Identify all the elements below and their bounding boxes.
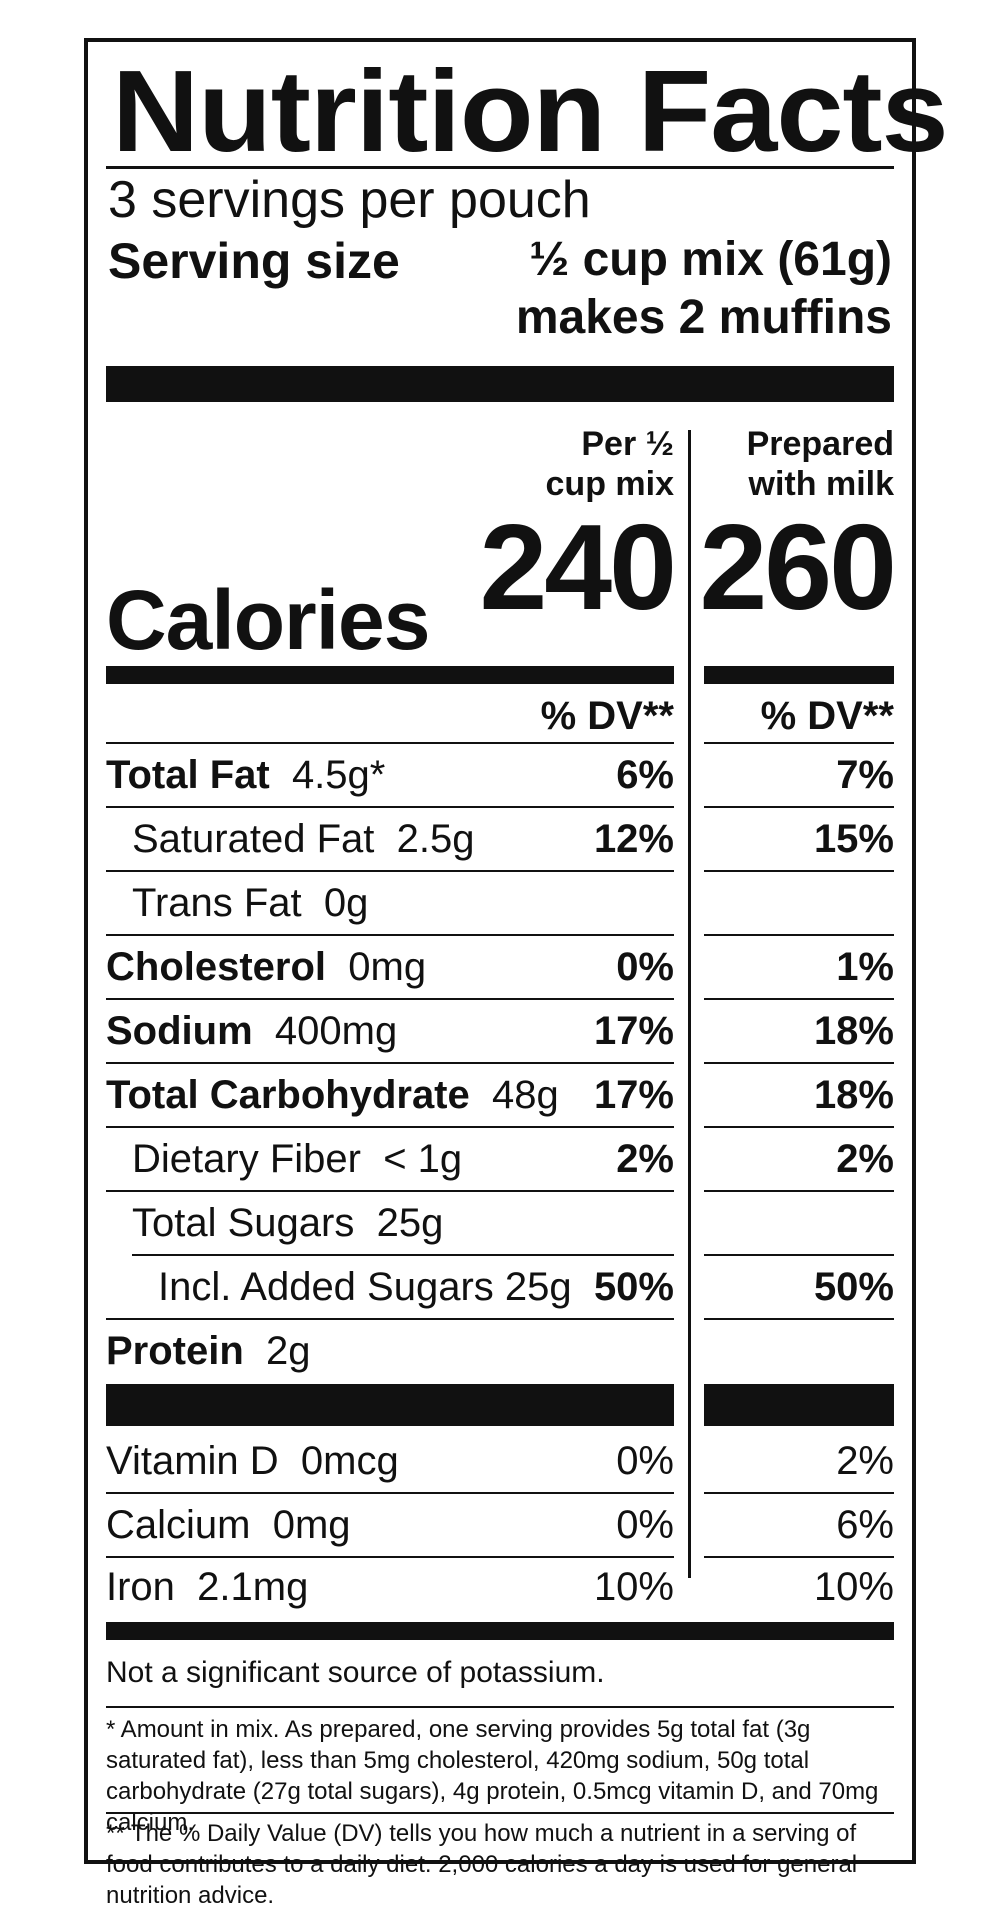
row-divider [106, 1062, 674, 1064]
saturated-fat-prepared-dv: 15% [813, 817, 894, 861]
thick-bar-top [106, 366, 894, 402]
servings-per-container: 3 servings per pouch [108, 171, 591, 229]
nutrient-row-total-fat: Total Fat 4.5g* [106, 753, 386, 797]
row-divider [106, 1190, 674, 1192]
calories-mix-value: 240 [479, 499, 677, 635]
row-divider [704, 1556, 894, 1558]
total-fat-prepared-dv: 7% [836, 753, 894, 797]
total-carbohydrate-mix-dv: 17% [593, 1073, 674, 1117]
mix-column-header: Per ½ cup mix [545, 425, 674, 503]
nutrient-row-dietary-fiber: Dietary Fiber < 1g [132, 1137, 463, 1181]
serving-size-value: ½ cup mix (61g) [529, 233, 892, 286]
calcium-mix-dv: 0% [616, 1503, 674, 1547]
row-divider [106, 1556, 674, 1558]
panel-title: Nutrition Facts [112, 46, 949, 176]
row-divider [132, 1254, 674, 1256]
row-divider [704, 806, 894, 808]
serving-size-note: makes 2 muffins [515, 291, 892, 344]
thick-bar-protein-prepared [704, 1384, 894, 1426]
row-divider [106, 1126, 674, 1128]
dv-header-prepared: % DV** [760, 694, 894, 738]
thick-bar-protein-mix [106, 1384, 674, 1426]
cholesterol-prepared-dv: 1% [836, 945, 894, 989]
nutrient-row-total-carbohydrate: Total Carbohydrate 48g [106, 1073, 559, 1117]
nutrition-facts-panel: Nutrition Facts 3 servings per pouch Ser… [84, 38, 949, 1909]
row-divider [704, 742, 894, 744]
serving-size-label: Serving size [108, 233, 400, 289]
row-divider [704, 1254, 894, 1256]
vitamin-row-vitamin-d: Vitamin D 0mcg [106, 1439, 399, 1483]
dietary-fiber-mix-dv: 2% [616, 1137, 674, 1181]
dv-header-mix: % DV** [540, 694, 674, 738]
nutrient-row-total-sugars: Total Sugars 25g [132, 1201, 444, 1245]
nutrient-row-trans-fat: Trans Fat 0g [132, 881, 369, 925]
footnote-divider [106, 1812, 894, 1814]
saturated-fat-mix-dv: 12% [593, 817, 674, 861]
nutrient-row-cholesterol: Cholesterol 0mg [106, 945, 427, 989]
row-divider [106, 998, 674, 1000]
row-divider [106, 1318, 674, 1320]
row-divider [704, 1126, 894, 1128]
row-divider [704, 1190, 894, 1192]
vitamin-d-prepared-dv: 2% [836, 1439, 894, 1483]
vitamin-row-iron: Iron 2.1mg [106, 1565, 309, 1609]
nutrient-row-protein: Protein 2g [106, 1329, 311, 1373]
nutrient-row-saturated-fat: Saturated Fat 2.5g [132, 817, 475, 861]
footnote-daily-value: ** The % Daily Value (DV) tells you how … [106, 1820, 858, 1909]
note-divider [106, 1706, 894, 1708]
vitamin-d-mix-dv: 0% [616, 1439, 674, 1483]
prepared-column-header: Prepared with milk [746, 425, 894, 503]
row-divider [106, 806, 674, 808]
row-divider [106, 742, 674, 744]
row-divider [704, 1318, 894, 1320]
thick-bar-bottom [106, 1622, 894, 1640]
row-divider [704, 1492, 894, 1494]
sodium-prepared-dv: 18% [813, 1009, 894, 1053]
nutrient-row-added-sugars: Incl. Added Sugars 25g [158, 1265, 572, 1309]
row-divider [704, 870, 894, 872]
row-divider [106, 934, 674, 936]
iron-prepared-dv: 10% [813, 1565, 894, 1609]
sodium-mix-dv: 17% [593, 1009, 674, 1053]
added-sugars-prepared-dv: 50% [813, 1265, 894, 1309]
total-fat-mix-dv: 6% [616, 753, 674, 797]
cholesterol-mix-dv: 0% [616, 945, 674, 989]
total-carbohydrate-prepared-dv: 18% [813, 1073, 894, 1117]
vitamin-row-calcium: Calcium 0mg [106, 1503, 351, 1547]
added-sugars-mix-dv: 50% [593, 1265, 674, 1309]
footnote-amount-in-mix: * Amount in mix. As prepared, one servin… [106, 1716, 879, 1836]
row-divider [704, 934, 894, 936]
calories-label: Calories [106, 573, 430, 667]
calories-prepared-value: 260 [699, 499, 897, 635]
row-divider [704, 998, 894, 1000]
dietary-fiber-prepared-dv: 2% [836, 1137, 894, 1181]
column-divider [688, 430, 691, 1578]
row-divider [704, 1062, 894, 1064]
row-divider [106, 870, 674, 872]
calories-bar-prepared [704, 666, 894, 684]
row-divider [106, 1492, 674, 1494]
calcium-prepared-dv: 6% [836, 1503, 894, 1547]
nutrient-row-sodium: Sodium 400mg [106, 1009, 398, 1053]
iron-mix-dv: 10% [593, 1565, 674, 1609]
title-divider [106, 166, 894, 169]
potassium-note: Not a significant source of potassium. [106, 1656, 605, 1689]
calories-bar-mix [106, 666, 674, 684]
